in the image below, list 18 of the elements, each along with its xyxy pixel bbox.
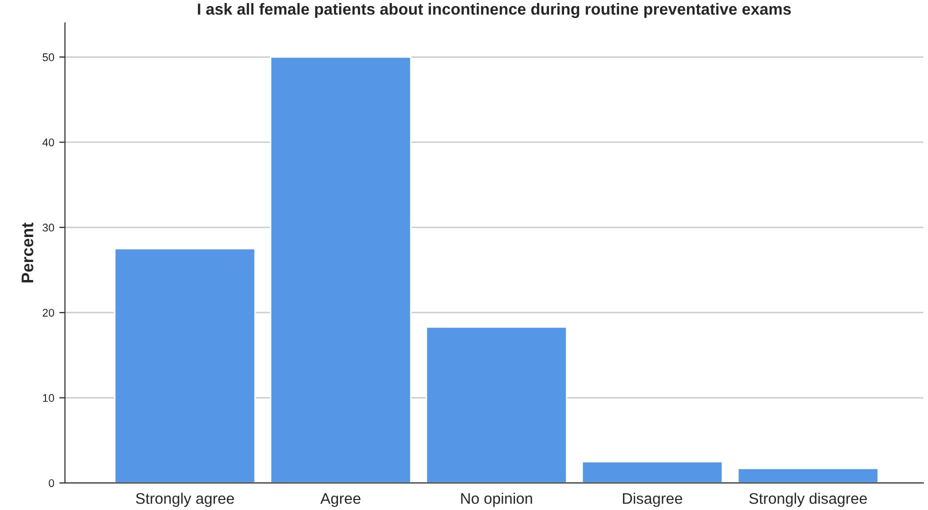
bar — [426, 326, 568, 483]
bar — [114, 248, 256, 483]
x-tick-label: Strongly disagree — [749, 492, 867, 507]
y-tick-label: 20 — [42, 308, 54, 317]
x-tick-label: Disagree — [622, 492, 682, 507]
bar — [270, 56, 412, 483]
chart-title: I ask all female patients about incontinence during routine preventative exams — [198, 3, 791, 18]
y-tick-label: 30 — [42, 224, 54, 232]
y-tick-label: 50 — [42, 53, 54, 62]
x-tick-label: Strongly agree — [136, 492, 234, 507]
y-tick-label: 0 — [48, 479, 54, 488]
y-tick-label: 40 — [42, 138, 54, 146]
y-axis-title: Percent — [22, 222, 34, 282]
bar — [737, 468, 879, 483]
bar — [581, 460, 724, 483]
x-tick-label: Agree — [320, 493, 360, 507]
y-tick-label: 10 — [43, 394, 54, 402]
x-tick-label: No opinion — [461, 492, 532, 507]
